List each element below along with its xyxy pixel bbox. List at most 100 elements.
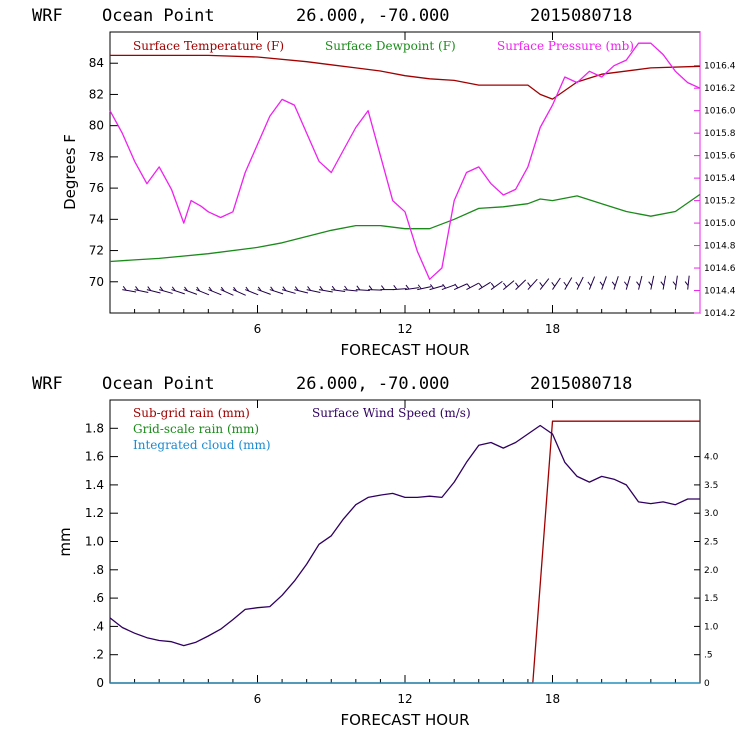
wind-barb-flag [430,284,434,289]
panel2-header-coords: 26.000, -70.000 [296,374,450,394]
wind-barb [429,285,444,291]
y2-tick-label: 2.5 [704,538,718,548]
wind-barb-flag [660,281,665,286]
wind-barb-flag [599,281,604,287]
wind-barb [220,289,234,296]
legend-temperature: Surface Temperature (F) [133,39,284,53]
y2-tick-label: 4.0 [704,453,719,463]
panel2-ylabel: mm [56,527,74,556]
y2-tick-label: 1014.2 [704,309,736,319]
y2-tick-label: 1015.0 [704,219,736,229]
y-tick-label: .6 [93,591,104,605]
wind-barb-flag [171,286,176,292]
y-tick-label: 74 [89,212,104,226]
wind-barb [601,276,607,290]
y-tick-label: .8 [93,563,104,577]
wind-barb [257,289,271,295]
panel2-series [109,420,700,684]
wind-barb-flag [393,285,398,290]
panel1-ticks: 6 12 18 84 82 80 78 76 74 72 70 1016.4 1016.2 1016.0 1… [89,32,736,336]
wind-barb-flag [648,281,653,286]
wind-barb [527,278,538,290]
wind-barb [159,289,173,294]
wind-barb-flag [159,286,164,291]
wind-barb-flag [551,281,556,287]
wind-barb [306,289,321,293]
wind-barb-flag [368,285,373,291]
wind-barb [232,289,246,296]
wind-barb-flag [331,285,336,291]
panel1-ylabel: Degrees F [61,134,79,210]
legend-wind-speed: Surface Wind Speed (m/s) [312,406,471,420]
wind-barb [245,289,259,296]
panel1-series [109,42,701,280]
y-tick-label: .2 [93,648,104,662]
y-tick-label: 76 [89,181,104,195]
x-tick-label: 18 [545,322,560,336]
wind-barb [404,287,419,291]
wind-barb [687,275,690,290]
panel2-xlabel: FORECAST HOUR [340,711,469,729]
y-tick-label: 1.4 [85,478,104,492]
y2-tick-label: 1016.2 [704,84,736,94]
wind-barb-flag [405,284,410,290]
panel2-header-location: Ocean Point [102,374,215,394]
panel2-header-model: WRF [32,374,63,394]
y2-tick-label: 1015.6 [704,152,736,162]
y-tick-label: 80 [89,119,104,133]
wind-barb-flag [196,286,201,292]
wind-barb [417,286,432,291]
y2-tick-label: 1016.4 [704,62,736,72]
wind-barb-flag [356,285,361,291]
panel1-header-location: Ocean Point [102,6,215,26]
wind-barb [552,277,561,290]
wind-barb-flag [563,281,568,287]
y-tick-label: 1.8 [85,421,104,435]
y2-tick-label: 1014.6 [704,264,736,274]
x-tick-label: 6 [254,692,262,706]
wind-barb-flag [282,286,287,291]
wind-barb-flag [587,281,592,287]
wind-barb-flag [539,282,544,287]
wind-barb [515,279,527,290]
wind-barb [146,289,161,294]
wind-barb-flag [319,285,324,291]
y2-tick-label: 1.0 [704,622,719,632]
wind-barb [539,278,550,290]
wind-barb-flag [245,286,250,292]
y2-tick-label: 1015.8 [704,129,736,139]
panel1-header-model: WRF [32,6,63,26]
y2-tick-label: 1015.2 [704,197,736,207]
y-tick-label: 78 [89,150,104,164]
wind-barb-flag [575,281,580,287]
wind-barb [195,289,210,296]
y2-tick-label: 0 [704,679,710,689]
wind-barb [343,289,358,292]
legend-subgrid-rain: Sub-grid rain (mm) [133,406,250,420]
y-tick-label: 70 [89,275,104,289]
wind-barb [318,289,333,293]
y-tick-label: 1.2 [85,506,104,520]
y2-tick-label: 1.5 [704,594,718,604]
wind-barb [478,281,491,291]
rain-panel: WRF Ocean Point 26.000, -70.000 20150807… [32,374,719,729]
panel2-header-run: 2015080718 [530,374,632,394]
wind-barb-flag [684,281,689,286]
y2-tick-label: 3.0 [704,509,719,519]
wind-barb-flag [417,284,422,290]
wind-barb-flag [636,281,640,287]
wind-barb-flag [307,286,311,291]
wind-barb [490,280,503,290]
series-line-sub-grid-rain-mm [110,420,700,684]
legend-integrated-cloud: Integrated cloud (mm) [133,438,271,452]
wind-barb-flag [220,286,225,292]
x-tick-label: 6 [254,322,262,336]
x-tick-label: 18 [545,692,560,706]
wind-barb-flag [502,282,507,288]
wind-barb [503,280,515,290]
y2-tick-label: 1014.8 [704,242,736,252]
y2-tick-label: .5 [704,651,713,661]
wind-barb-flag [135,286,139,291]
wind-barb-flag [122,285,127,291]
